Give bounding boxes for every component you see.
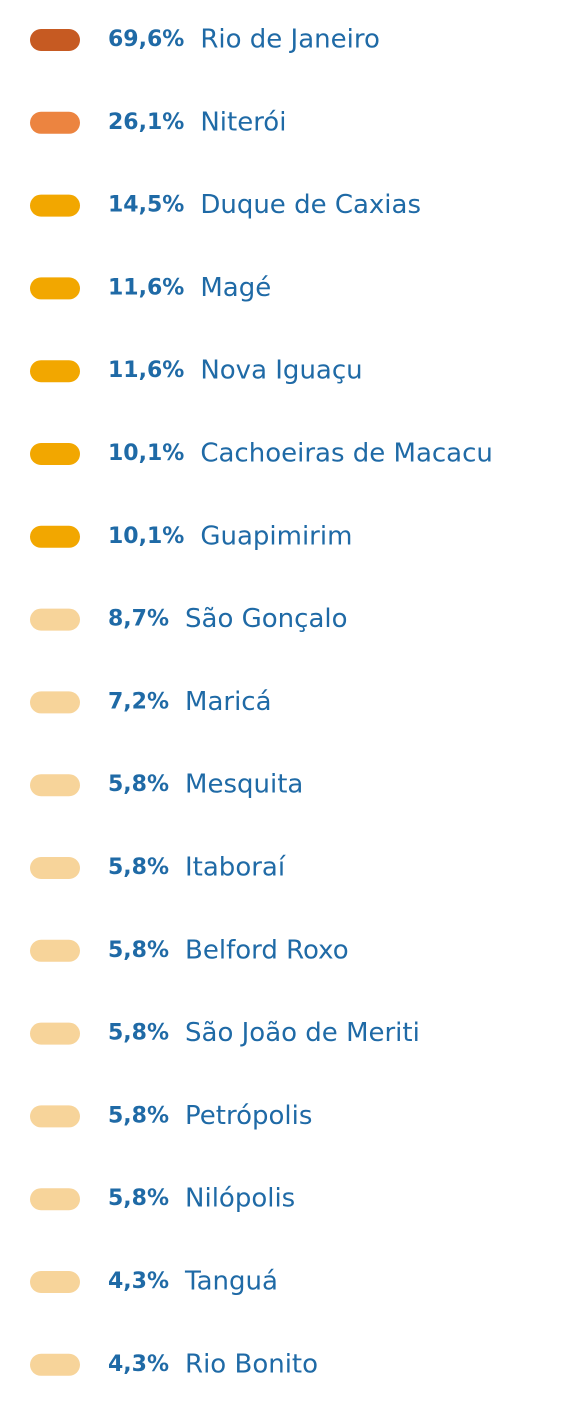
legend-swatch (30, 608, 80, 631)
city-name: Maricá (185, 687, 272, 717)
percent-label: 4,3% (108, 1269, 169, 1294)
percent-label: 5,8% (108, 1186, 169, 1211)
city-name: Petrópolis (185, 1101, 312, 1131)
city-name: São Gonçalo (185, 604, 348, 634)
percent-label: 14,5% (108, 193, 184, 218)
legend-swatch (30, 1271, 80, 1293)
legend-swatch (30, 194, 80, 217)
city-name: São João de Meriti (185, 1018, 420, 1048)
city-name: Guapimirim (200, 521, 352, 551)
legend-swatch (30, 525, 80, 548)
city-name: Nova Iguaçu (200, 356, 362, 386)
legend-swatch (30, 774, 80, 797)
legend-swatch (30, 939, 80, 962)
percent-label: 5,8% (108, 772, 169, 797)
city-name: Belford Roxo (185, 935, 349, 965)
legend-swatch (30, 1353, 80, 1376)
percent-label: 10,1% (108, 441, 184, 466)
city-name: Rio Bonito (185, 1349, 318, 1379)
legend-swatch (30, 857, 80, 879)
percent-label: 5,8% (108, 855, 169, 880)
city-name: Mesquita (185, 770, 303, 800)
legend-swatch (30, 111, 80, 134)
legend-swatch (30, 29, 80, 51)
city-name: Magé (200, 273, 271, 303)
legend-swatch (30, 1105, 80, 1128)
percent-label: 11,6% (108, 358, 184, 383)
city-name: Duque de Caxias (200, 190, 421, 220)
percent-label: 11,6% (108, 275, 184, 300)
percent-label: 5,8% (108, 938, 169, 963)
legend-swatch (30, 1188, 80, 1211)
percent-label: 5,8% (108, 1103, 169, 1128)
city-name: Cachoeiras de Macacu (200, 439, 493, 469)
city-name: Tanguá (184, 1267, 278, 1297)
city-name: Rio de Janeiro (200, 25, 380, 55)
city-name: Nilópolis (185, 1184, 295, 1214)
legend-swatch (30, 443, 80, 465)
city-name: Niterói (200, 107, 286, 137)
legend-swatch (30, 1022, 80, 1045)
percent-label: 10,1% (108, 524, 184, 549)
percent-label: 5,8% (108, 1021, 169, 1046)
percent-label: 4,3% (108, 1352, 169, 1377)
percent-label: 69,6% (108, 27, 184, 52)
legend-swatch (30, 691, 80, 714)
legend-swatch (30, 277, 80, 300)
percent-label: 8,7% (108, 607, 169, 632)
legend-swatch (30, 360, 80, 383)
city-name: Itaboraí (185, 853, 286, 883)
percent-label: 26,1% (108, 110, 184, 135)
percent-label: 7,2% (108, 689, 169, 714)
